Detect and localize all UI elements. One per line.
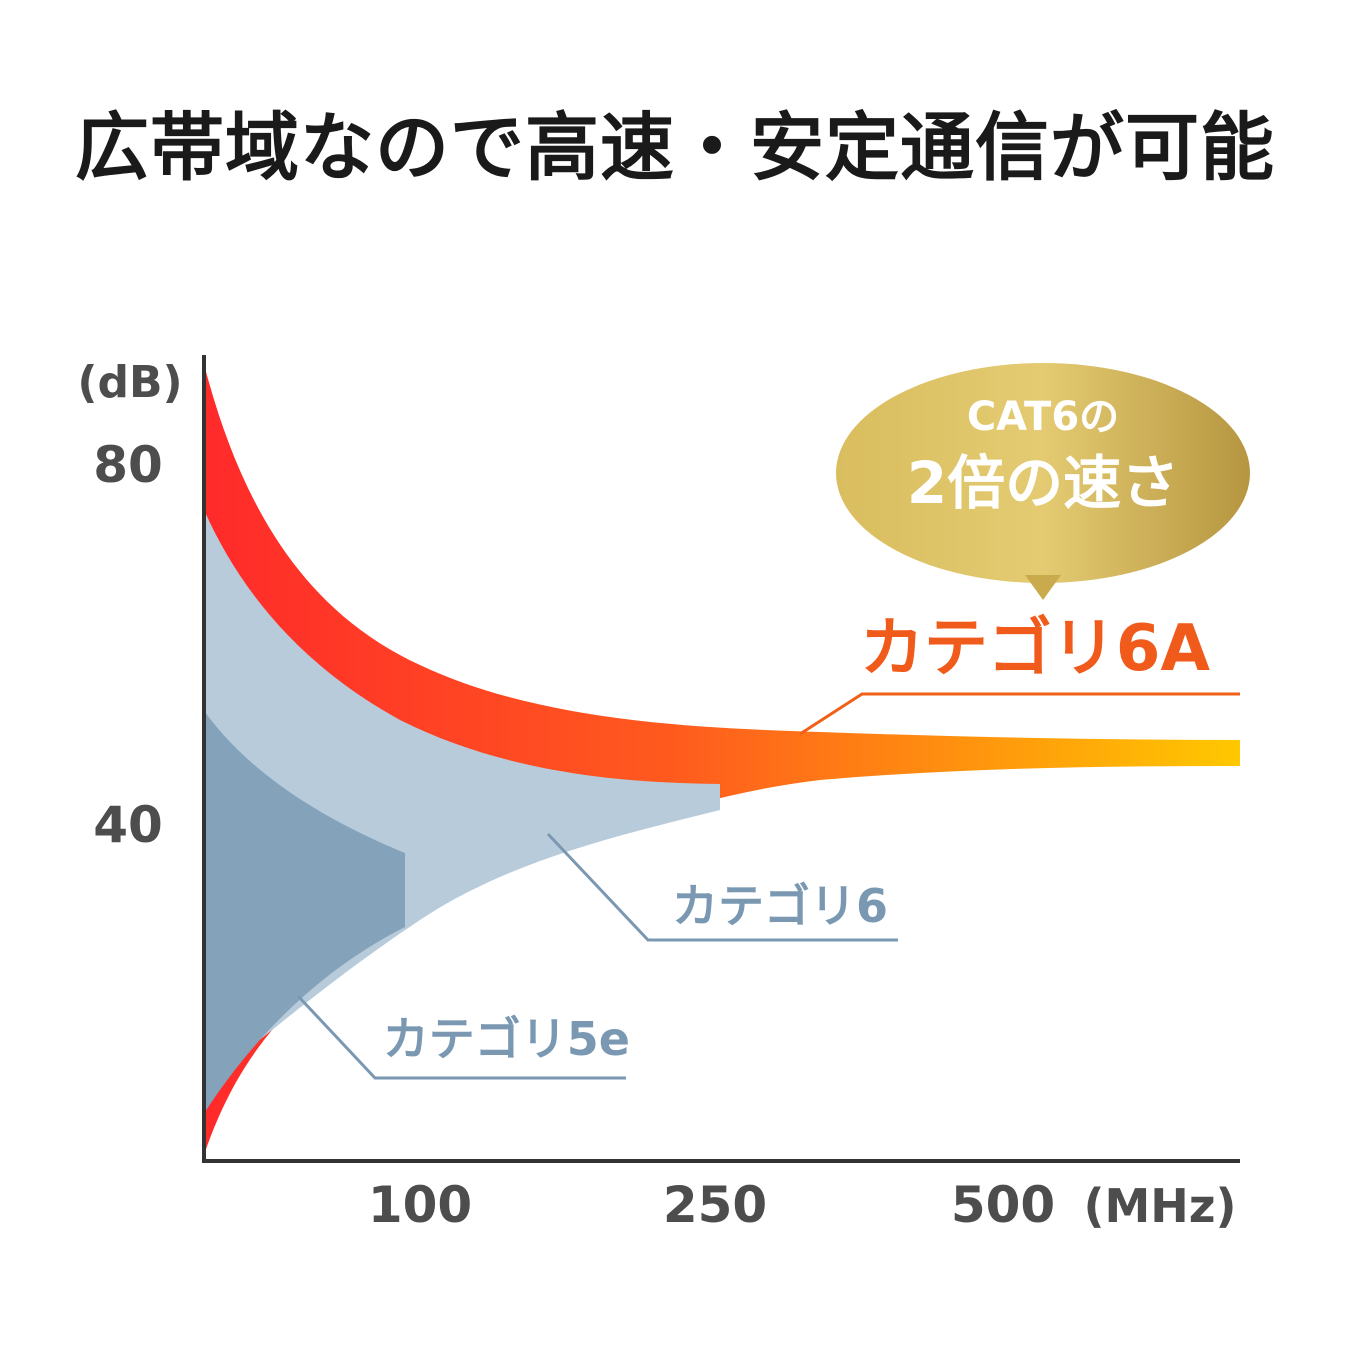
x-axis-unit: (MHz) — [1083, 1179, 1236, 1233]
x-tick-500: 500 — [951, 1176, 1055, 1234]
y-axis-unit: (dB) — [77, 357, 182, 408]
series-cat5e-area — [205, 712, 405, 1112]
x-tick-100: 100 — [368, 1176, 472, 1234]
x-tick-250: 250 — [663, 1176, 767, 1234]
cat6a-leader-line — [799, 692, 1240, 736]
badge-line2: 2倍の速さ — [907, 449, 1179, 517]
series-label-cat6a: カテゴリ6A — [860, 612, 1211, 686]
y-tick-80: 80 — [93, 436, 163, 494]
series-label-cat6: カテゴリ6 — [672, 879, 888, 933]
speed-badge: CAT6の 2倍の速さ — [836, 363, 1250, 600]
cat5e-leader-line — [296, 994, 626, 1080]
page-title: 広帯域なので高速・安定通信が可能 — [75, 105, 1275, 191]
series-label-cat5e: カテゴリ5e — [383, 1012, 630, 1066]
y-tick-40: 40 — [93, 796, 163, 854]
cat6-leader-line — [546, 832, 898, 942]
badge-line1: CAT6の — [967, 394, 1119, 440]
series-cat6a-area — [205, 368, 1240, 1152]
